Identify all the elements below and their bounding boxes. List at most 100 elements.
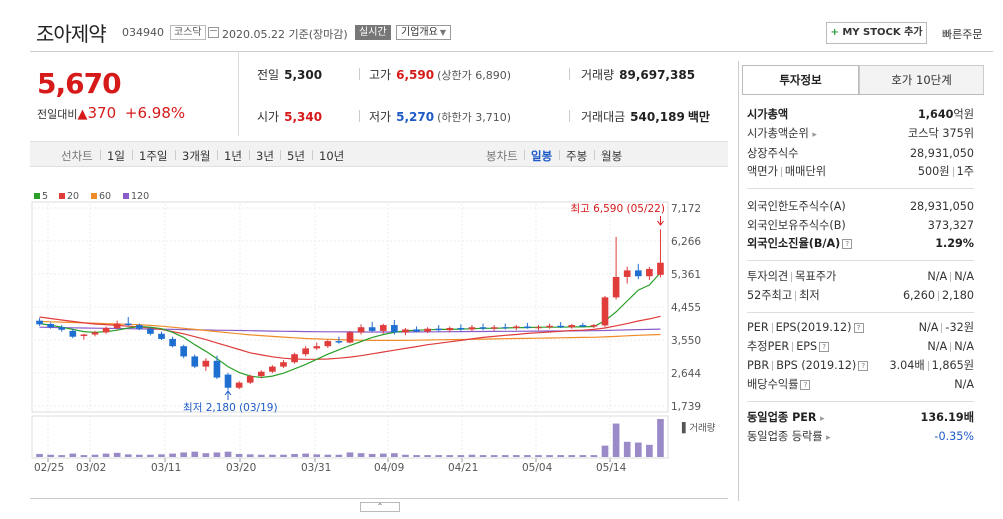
volume-bar [601, 445, 609, 457]
volume-bar [136, 454, 143, 457]
foreign-hold-row: 외국인보유주식수(B) 373,327 [747, 218, 974, 234]
tab-orderbook-10[interactable]: 호가 10단계 [859, 65, 984, 95]
legend-label: 5 [42, 191, 48, 202]
volume-bar [402, 454, 409, 457]
price-plot-frame [31, 201, 669, 413]
collapse-chart-button[interactable]: ⌃ [360, 502, 400, 512]
upper-limit: (상한가 6,890) [437, 69, 511, 82]
foreign-rate-value: 1.29% [935, 237, 974, 250]
divider [100, 150, 101, 160]
volume: 거래량 89,697,385 [581, 66, 695, 83]
help-icon[interactable]: ? [853, 323, 864, 333]
high-price: 고가 6,590 (상한가 6,890) [369, 66, 511, 83]
sector-rate-label[interactable]: 동일업종 등락률 [747, 430, 823, 443]
legend-swatch [34, 193, 40, 199]
help-icon[interactable]: ? [800, 380, 811, 390]
volume-bar [535, 455, 542, 457]
candle-body [557, 325, 564, 328]
candle-body [102, 327, 110, 333]
tab-line-chart[interactable]: 선차트 [61, 149, 93, 163]
candle-body [213, 360, 221, 378]
volume-bar [634, 442, 642, 457]
candle-body [202, 360, 210, 367]
volume-bar [58, 455, 66, 457]
help-icon[interactable]: ? [819, 342, 830, 352]
tab-weekly[interactable]: 주봉 [566, 149, 588, 163]
listed-shares-row: 상장주식수 28,931,050 [747, 146, 974, 162]
volume-bar [102, 453, 110, 457]
y-tick-label: 6,266 [671, 236, 701, 248]
tab-3month[interactable]: 3개월 [182, 149, 211, 163]
divider [927, 361, 929, 371]
candle-body [346, 332, 354, 343]
volume-bar [113, 452, 121, 457]
volume-bar [235, 453, 243, 457]
volume-bar [435, 455, 443, 457]
volume-label: 거래량 [581, 68, 615, 82]
divider [217, 150, 218, 160]
section-divider [747, 188, 974, 189]
divider [175, 150, 176, 160]
candle-body [657, 262, 664, 275]
volume-bar [302, 453, 309, 457]
dividend-label: 배당수익률 [747, 378, 799, 391]
tab-3year[interactable]: 3년 [256, 149, 274, 163]
change-amount: 370 [87, 104, 117, 122]
divider [569, 68, 570, 80]
dividend-row: 배당수익률? N/A [747, 377, 974, 393]
calendar-icon [208, 27, 219, 38]
x-tick-label: 04/09 [374, 462, 404, 474]
company-info-dropdown[interactable]: 기업개요 ▼ [396, 25, 451, 40]
sector-per-label[interactable]: 동일업종 PER [747, 411, 817, 424]
add-my-stock-button[interactable]: + MY STOCK 추가 [826, 22, 927, 44]
chevron-right-icon: ▸ [812, 130, 817, 140]
divider [569, 110, 570, 122]
volume-bar [368, 453, 376, 457]
chevron-down-icon: ▼ [439, 28, 446, 37]
volume-plot-frame [31, 415, 669, 459]
legend-swatch [59, 193, 65, 199]
dividend-value: N/A [954, 378, 974, 391]
x-tick-label: 05/14 [596, 462, 627, 474]
tab-daily[interactable]: 일봉 [531, 149, 553, 163]
candle-body [546, 325, 553, 328]
help-icon[interactable]: ? [842, 239, 853, 249]
price-chart[interactable]: 7,172 6,266 5,361 4,455 3,550 2,644 1,739 02/25… [30, 168, 728, 498]
tab-divider [742, 94, 984, 95]
tab-monthly[interactable]: 월봉 [601, 149, 623, 163]
candle-body [302, 348, 309, 355]
candle-body [623, 270, 631, 277]
candle-body [357, 327, 365, 333]
tab-1week[interactable]: 1주일 [139, 149, 168, 163]
tab-candle-chart[interactable]: 봉차트 [486, 149, 518, 163]
volume-bar [457, 455, 465, 457]
candle-body [324, 341, 332, 347]
quick-order-link[interactable]: 빠른주문 [942, 28, 983, 41]
current-price: 5,670 [37, 67, 122, 100]
volume-bar [147, 454, 154, 457]
legend-swatch [91, 193, 97, 199]
y-tick-label: 3,550 [671, 335, 701, 347]
volume-bar [180, 452, 188, 457]
volume-bar [590, 455, 598, 457]
volume-bar [269, 454, 276, 457]
realtime-button[interactable]: 실시간 [355, 25, 391, 40]
tab-10year[interactable]: 10년 [319, 149, 345, 163]
tab-investment-info[interactable]: 투자정보 [742, 65, 859, 95]
legend-swatch [123, 193, 129, 199]
cap-rank-label[interactable]: 시가총액순위 [747, 127, 809, 140]
help-icon[interactable]: ? [858, 361, 869, 371]
tab-5year[interactable]: 5년 [287, 149, 305, 163]
section-divider [747, 260, 974, 261]
volume-bar [47, 454, 54, 457]
prev-day-label: 전일대비 [37, 108, 78, 121]
sector-per-row: 동일업종 PER ▸ 136.19배 [747, 410, 974, 426]
market-cap-unit: 억원 [953, 108, 974, 121]
candle-body [47, 323, 54, 328]
candle-body [80, 334, 88, 336]
prev-close: 전일 5,300 [257, 66, 322, 83]
tab-1day[interactable]: 1일 [107, 149, 125, 163]
x-tick-label: 05/04 [522, 462, 553, 474]
tab-1year[interactable]: 1년 [224, 149, 242, 163]
volume-bar [335, 454, 343, 457]
